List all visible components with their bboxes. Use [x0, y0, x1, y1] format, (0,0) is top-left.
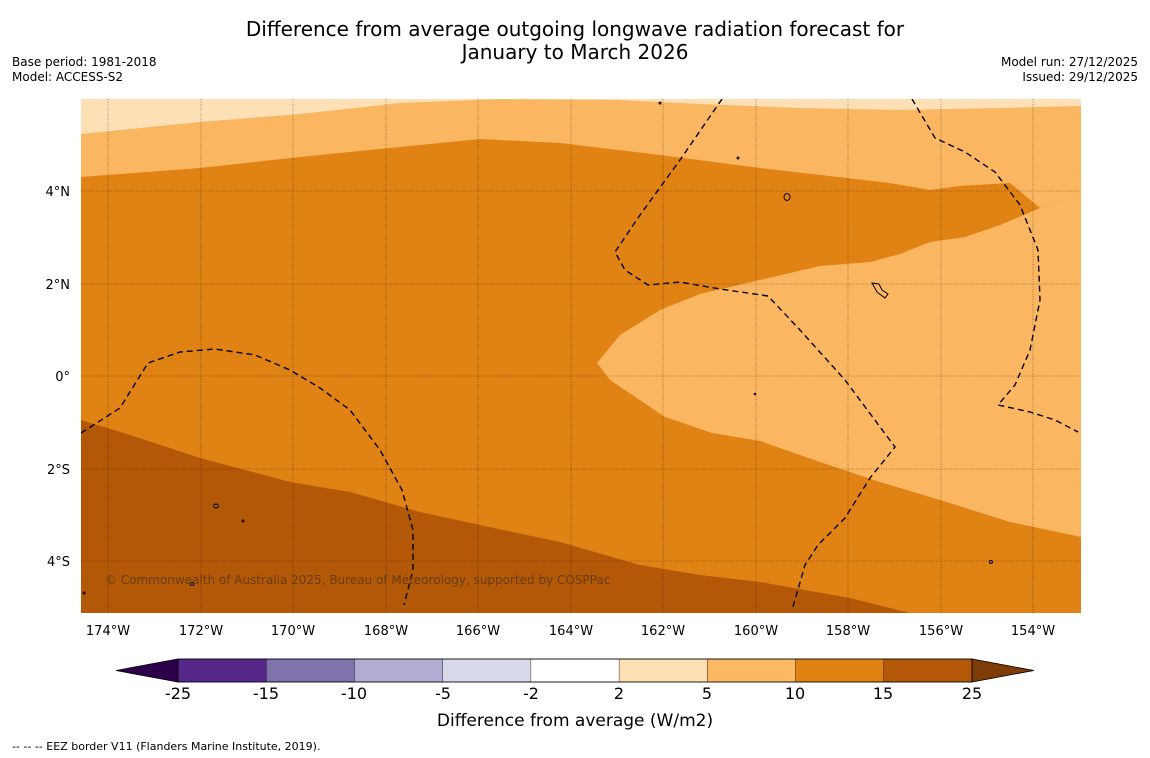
lat-label-2s: 2°S	[47, 463, 70, 478]
lat-label-0: 0°	[55, 370, 70, 385]
gridlines	[81, 99, 1081, 613]
colorbar-ticks: -25 -15 -10 -5 -2 2 5 10 15 25	[165, 684, 982, 703]
cb-tick-15: 15	[873, 684, 893, 703]
lat-labels: 4°N 2°N 0° 2°S 4°S	[46, 185, 71, 570]
colorbar-swatch	[266, 658, 356, 683]
colorbar: -25 -15 -10 -5 -2 2 5 10 15 25 Differenc…	[115, 658, 1035, 731]
lat-label-4n: 4°N	[46, 185, 71, 200]
colorbar-swatch	[618, 658, 709, 683]
lon-label-162w: 162°W	[641, 624, 685, 639]
lon-label-154w: 154°W	[1011, 624, 1055, 639]
lon-label-172w: 172°W	[179, 624, 223, 639]
lon-label-166w: 166°W	[456, 624, 500, 639]
lon-labels: 174°W 172°W 170°W 168°W 166°W 164°W 162°…	[86, 624, 1055, 639]
colorbar-swatch	[795, 658, 885, 683]
region-5-10-north	[81, 99, 1081, 208]
islands	[82, 101, 993, 595]
lon-label-170w: 170°W	[271, 624, 315, 639]
map-title: Difference from average outgoing longwav…	[0, 18, 1150, 64]
cb-tick-m25: -25	[165, 684, 191, 703]
region-15-25-south	[81, 420, 910, 613]
lon-label-168w: 168°W	[364, 624, 408, 639]
region-5-10-east	[597, 195, 1081, 537]
eez-borders	[81, 99, 1079, 611]
lat-label-4s: 4°S	[47, 555, 70, 570]
colorbar-extend-low	[115, 658, 179, 683]
base-period: Base period: 1981-2018	[12, 55, 157, 69]
issued-date: Issued: 29/12/2025	[1022, 70, 1138, 84]
eez-footnote: -- -- -- EEZ border V11 (Flanders Marine…	[12, 740, 321, 753]
colorbar-swatches	[115, 658, 1035, 683]
cb-tick-m2: -2	[523, 684, 539, 703]
lon-label-158w: 158°W	[826, 624, 870, 639]
cb-tick-m5: -5	[435, 684, 451, 703]
colorbar-swatch	[707, 658, 797, 683]
map-area: © Commonwealth of Australia 2025, Bureau…	[81, 99, 1081, 613]
cb-tick-25: 25	[962, 684, 982, 703]
lat-label-2n: 2°N	[46, 278, 71, 293]
colorbar-swatch	[883, 658, 973, 683]
cb-tick-m15: -15	[253, 684, 279, 703]
lon-label-174w: 174°W	[86, 624, 130, 639]
colorbar-title: Difference from average (W/m2)	[437, 711, 713, 731]
colorbar-extend-high	[971, 658, 1035, 683]
lon-label-160w: 160°W	[734, 624, 778, 639]
colorbar-swatch	[354, 658, 444, 683]
colorbar-swatch	[530, 658, 620, 683]
model-name: Model: ACCESS-S2	[12, 70, 124, 84]
title-line-2: January to March 2026	[461, 40, 689, 64]
region-2-5-north	[81, 99, 1081, 134]
cb-tick-5: 5	[702, 684, 712, 703]
model-run: Model run: 27/12/2025	[1000, 55, 1138, 69]
colorbar-swatch	[442, 658, 532, 683]
meta-right: Model run: 27/12/2025 Issued: 29/12/2025	[1001, 55, 1138, 85]
cb-tick-2: 2	[614, 684, 624, 703]
lon-label-164w: 164°W	[549, 624, 593, 639]
cb-tick-10: 10	[785, 684, 805, 703]
copyright-notice: © Commonwealth of Australia 2025, Bureau…	[105, 573, 610, 587]
lon-label-156w: 156°W	[919, 624, 963, 639]
colorbar-swatch	[177, 658, 267, 683]
cb-tick-m10: -10	[341, 684, 367, 703]
meta-left: Base period: 1981-2018 Model: ACCESS-S2	[12, 55, 157, 85]
title-line-1: Difference from average outgoing longwav…	[245, 17, 905, 41]
